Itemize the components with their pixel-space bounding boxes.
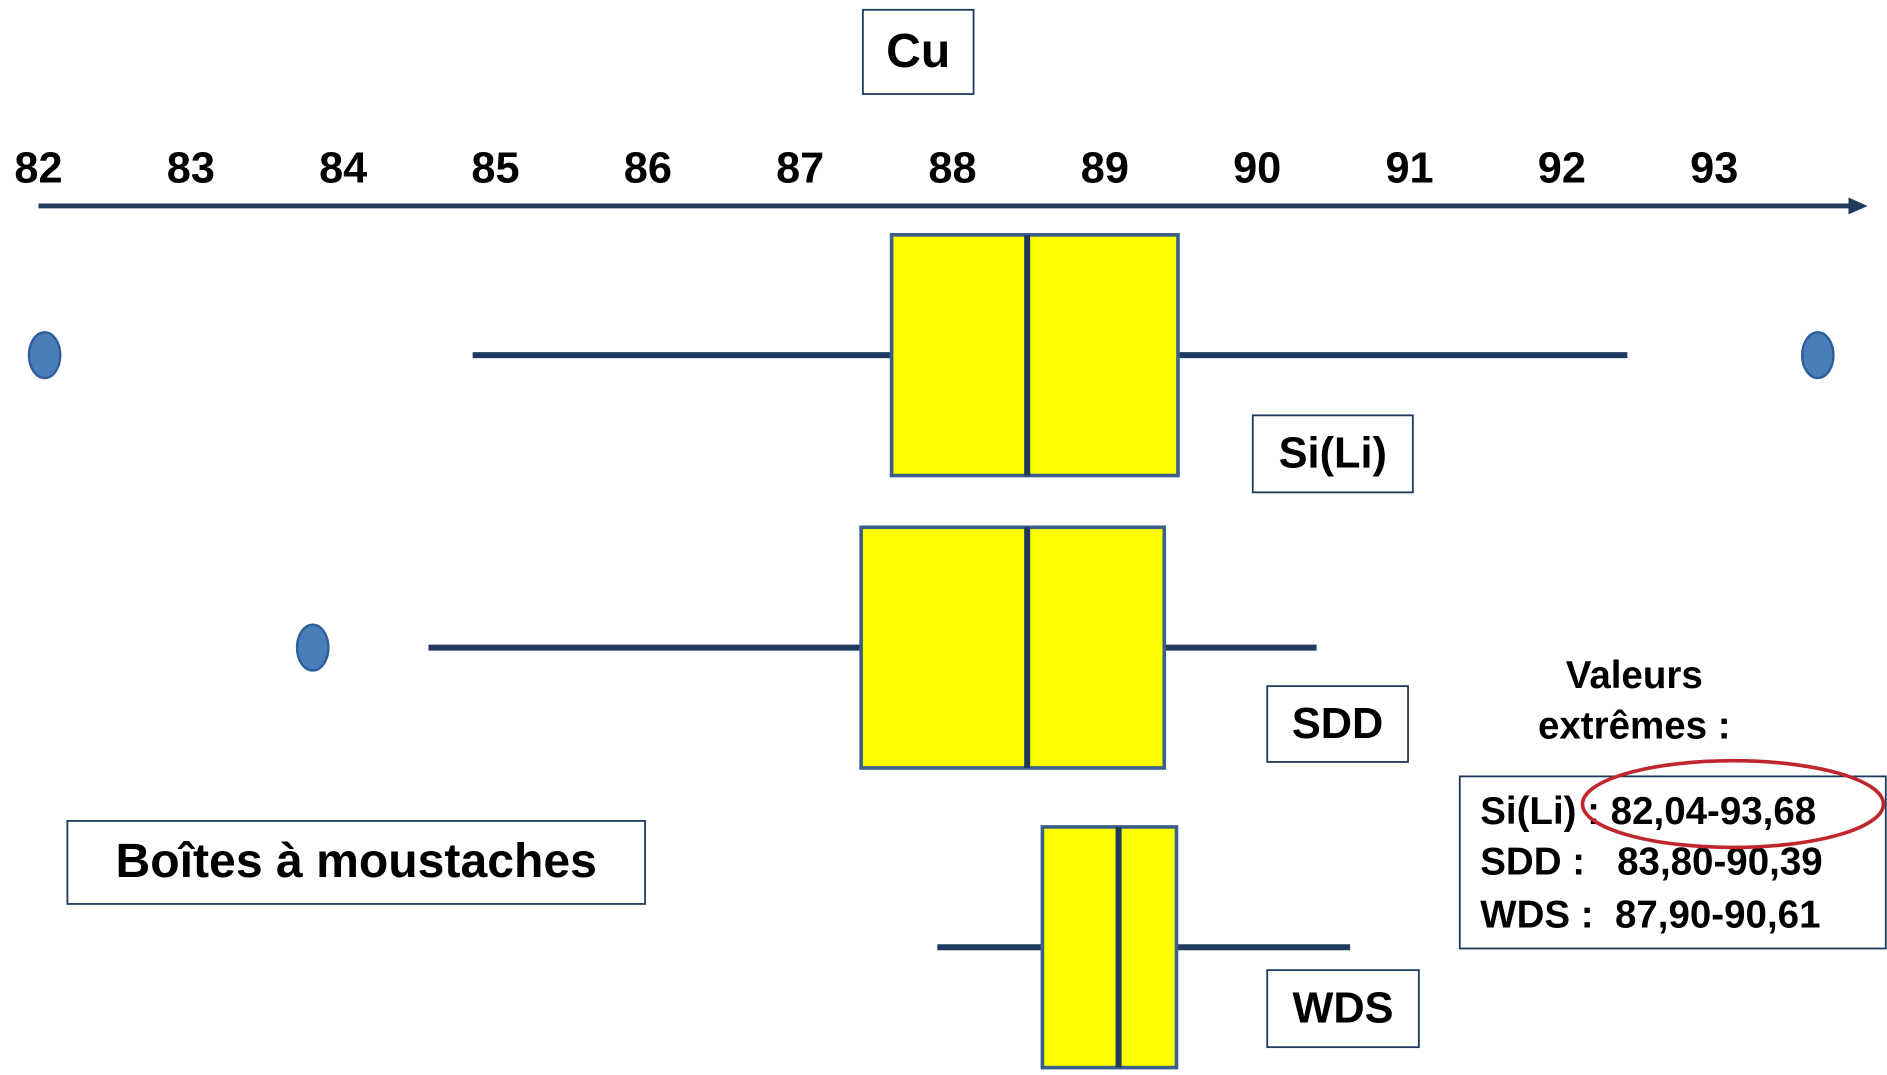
- x-tick-label: 82: [14, 144, 62, 192]
- extremes-row: WDS : 87,90-90,61: [1480, 893, 1820, 936]
- x-tick-label: 88: [928, 144, 976, 192]
- extremes-title: Valeurs: [1566, 654, 1703, 697]
- highlight-ellipse: [1580, 758, 1886, 850]
- series-label-box: [1266, 685, 1409, 763]
- x-tick-label: 84: [319, 144, 367, 192]
- outlier: [27, 331, 62, 380]
- outlier: [295, 623, 330, 672]
- series-label-box: [1266, 969, 1420, 1049]
- series-label: WDS: [1293, 984, 1394, 1032]
- chart-title: Cu: [886, 24, 950, 78]
- box: [1040, 825, 1179, 1070]
- chart-subtitle: Boîtes à moustaches: [116, 834, 597, 888]
- series-label: Si(Li): [1279, 430, 1387, 478]
- outlier: [1800, 331, 1835, 380]
- box: [859, 525, 1167, 770]
- x-tick-label: 91: [1385, 144, 1433, 192]
- x-tick-label: 90: [1233, 144, 1281, 192]
- series-label: SDD: [1292, 700, 1383, 748]
- box: [889, 233, 1180, 478]
- x-tick-label: 89: [1081, 144, 1129, 192]
- title-box: [861, 8, 975, 95]
- x-tick-label: 85: [471, 144, 519, 192]
- x-tick-label: 86: [624, 144, 672, 192]
- axis-arrow: [1848, 197, 1868, 215]
- x-tick-label: 87: [776, 144, 824, 192]
- series-label-box: [1251, 414, 1414, 494]
- extremes-row: Si(Li) : 82,04-93,68: [1480, 790, 1816, 833]
- extremes-box: [1458, 775, 1887, 950]
- x-tick-label: 92: [1538, 144, 1586, 192]
- x-tick-label: 83: [167, 144, 215, 192]
- subtitle-box: [66, 820, 646, 905]
- extremes-title: extrêmes :: [1538, 704, 1731, 747]
- x-tick-label: 93: [1690, 144, 1738, 192]
